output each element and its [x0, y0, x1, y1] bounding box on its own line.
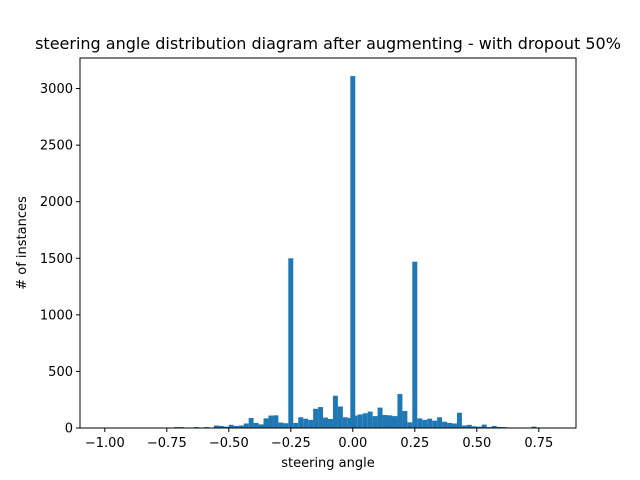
x-tick-label: 0.25: [400, 436, 429, 451]
histogram-bar: [362, 413, 368, 428]
histogram-bar: [531, 426, 537, 428]
histogram-bar: [382, 414, 388, 428]
plot-area: [79, 57, 577, 429]
histogram-bar: [466, 424, 472, 428]
histogram-bar: [447, 422, 452, 428]
histogram-bar: [432, 420, 438, 428]
histogram-bar: [308, 419, 314, 428]
histogram-bar: [367, 411, 373, 428]
histogram-bar: [337, 406, 343, 428]
y-tick-label: 500: [48, 365, 73, 380]
histogram-bar: [273, 415, 279, 428]
histogram-bar: [442, 421, 448, 428]
histogram-bar: [407, 422, 413, 428]
histogram-bar: [253, 422, 259, 428]
histogram-bar: [303, 418, 309, 428]
histogram-bar: [342, 417, 348, 428]
y-tick-label: 0: [65, 422, 73, 437]
histogram-bar: [456, 412, 462, 428]
histogram-bar: [313, 408, 319, 428]
histogram-bar: [452, 423, 457, 428]
bars-group: [174, 76, 542, 428]
x-tick-label: −0.75: [147, 436, 187, 451]
x-tick-label: −0.25: [271, 436, 311, 451]
histogram-bar: [397, 394, 403, 428]
histogram-bar: [496, 426, 502, 428]
histogram-bar: [213, 425, 219, 428]
histogram-bar: [372, 416, 378, 428]
histogram-bar: [223, 426, 229, 428]
x-tick-label: 0.50: [462, 436, 491, 451]
histogram-bar: [387, 415, 393, 428]
histogram-bar: [238, 425, 244, 428]
histogram-bar: [278, 422, 284, 428]
axes-frame: [79, 57, 577, 429]
histogram-bar: [357, 414, 363, 428]
x-tick-label: 0.75: [524, 436, 553, 451]
histogram-bar: [318, 407, 324, 428]
x-tick-label: 0.00: [338, 436, 367, 451]
histogram-bar: [233, 425, 239, 428]
histogram-bar: [283, 423, 289, 428]
histogram-bar: [352, 415, 358, 428]
x-axis-ticks: −1.00 −0.75 −0.50 −0.25 0.00 0.25 0.50 0.75: [85, 428, 553, 451]
y-axis-ticks: 0 500 1000 1500 2000 2500 3000: [40, 82, 80, 437]
histogram-bar: [412, 261, 418, 428]
x-tick-label: −0.50: [209, 436, 249, 451]
histogram-bar: [293, 422, 299, 428]
x-axis-label: steering angle: [281, 456, 375, 471]
histogram-bar: [228, 424, 234, 428]
histogram-bar: [218, 425, 224, 428]
histogram-bar: [288, 258, 294, 428]
histogram-bar: [417, 418, 423, 428]
histogram-bar: [437, 417, 443, 428]
histogram-bar: [476, 426, 482, 428]
y-axis-label: # of instances: [15, 196, 30, 290]
histogram-bar: [392, 416, 398, 428]
y-tick-label: 3000: [40, 82, 73, 97]
x-tick-label: −1.00: [85, 436, 125, 451]
histogram-bar: [422, 419, 428, 428]
histogram-bar: [323, 417, 328, 428]
histogram-bar: [481, 424, 487, 428]
y-tick-label: 1500: [40, 252, 73, 267]
histogram-bar: [471, 426, 477, 428]
histogram-bar: [268, 415, 274, 428]
y-tick-label: 1000: [40, 308, 73, 323]
histogram-bar: [328, 418, 333, 428]
histogram-bar: [248, 418, 254, 428]
histogram-bar: [243, 423, 249, 428]
histogram-bar: [298, 417, 304, 428]
y-tick-label: 2000: [40, 195, 73, 210]
histogram-bar: [258, 424, 264, 428]
histogram-bar: [263, 418, 269, 428]
histogram-bar: [427, 418, 433, 428]
histogram-bar: [461, 425, 467, 428]
histogram-bar: [350, 76, 356, 428]
histogram-bar: [402, 411, 408, 428]
histogram-bar: [377, 407, 383, 428]
histogram-bar: [332, 395, 338, 428]
chart-title: steering angle distribution diagram afte…: [35, 34, 621, 53]
y-tick-label: 2500: [40, 139, 73, 154]
histogram-bar: [491, 425, 497, 428]
